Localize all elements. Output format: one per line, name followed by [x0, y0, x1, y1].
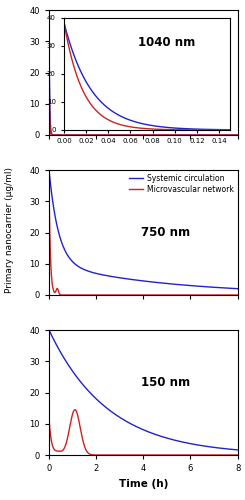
- Text: 150 nm: 150 nm: [141, 376, 191, 389]
- Text: Primary nanocarrier (μg/ml): Primary nanocarrier (μg/ml): [5, 167, 14, 293]
- Text: 750 nm: 750 nm: [141, 226, 191, 239]
- Legend: Systemic circulation, Microvascular network: Systemic circulation, Microvascular netw…: [129, 174, 234, 194]
- X-axis label: Time (h): Time (h): [119, 478, 168, 488]
